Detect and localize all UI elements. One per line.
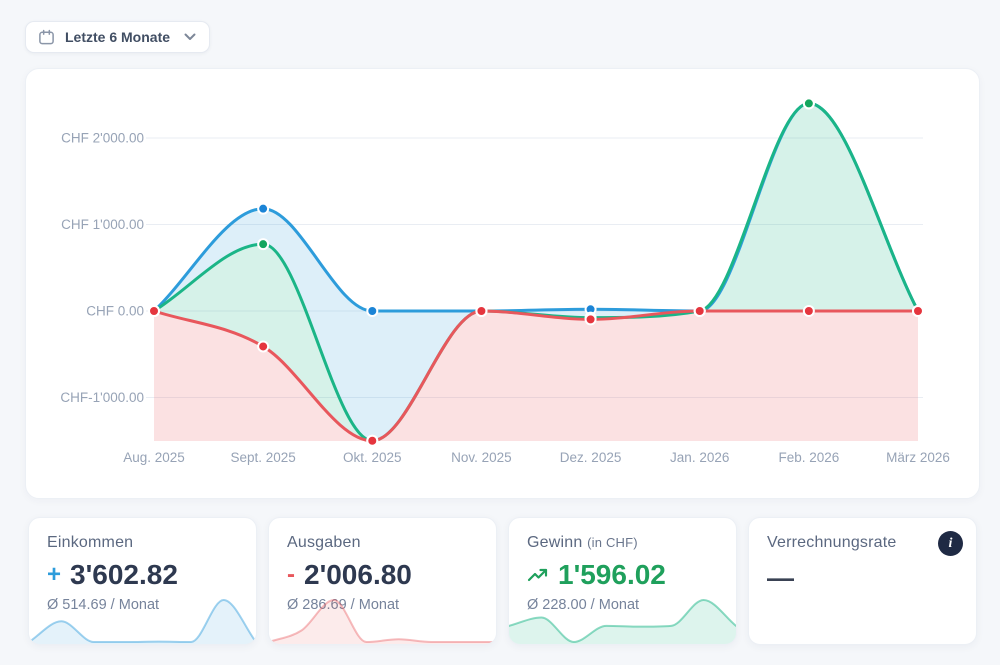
einkommen-sparkline xyxy=(29,598,256,644)
gewinn-point[interactable] xyxy=(802,97,815,110)
card-einkommen-average: Ø 514.69 / Monat xyxy=(47,597,160,613)
y-axis-label: CHF 0.00 xyxy=(86,304,144,319)
card-ausgaben-average: Ø 286.69 / Monat xyxy=(287,597,400,613)
y-axis-label: CHF 1'000.00 xyxy=(61,217,144,232)
verrechnungsrate-empty-value: — xyxy=(767,563,794,593)
card-gewinn-average: Ø 228.00 / Monat xyxy=(527,597,640,613)
ausgaben-point[interactable] xyxy=(912,305,924,317)
gewinn-sparkline xyxy=(509,598,736,644)
x-axis-label: Okt. 2025 xyxy=(343,450,402,465)
card-gewinn-title: Gewinn (in CHF) xyxy=(527,534,718,552)
card-ausgaben-title: Ausgaben xyxy=(287,534,361,551)
ausgaben-point[interactable] xyxy=(802,305,815,317)
card-gewinn-value: 1'596.02 xyxy=(527,561,718,589)
minus-sign: - xyxy=(287,561,295,588)
ausgaben-point[interactable] xyxy=(148,305,160,317)
ausgaben-sparkline xyxy=(269,598,496,644)
card-verrechnungsrate-title: Verrechnungsrate xyxy=(767,534,897,551)
y-axis-label: CHF 2'000.00 xyxy=(61,131,144,146)
date-range-label: Letzte 6 Monate xyxy=(65,29,171,45)
einkommen-point[interactable] xyxy=(257,202,270,215)
x-axis-label: Feb. 2026 xyxy=(778,450,839,465)
chart-panel: CHF 2'000.00 CHF 1'000.00 CHF 0.00 CHF-1'00… xyxy=(25,68,980,499)
card-verrechnungsrate: Verrechnungsrate i — xyxy=(748,517,977,645)
x-axis-label: Jan. 2026 xyxy=(670,450,729,465)
finance-area-chart[interactable]: CHF 2'000.00 CHF 1'000.00 CHF 0.00 CHF-1'00… xyxy=(26,69,979,498)
chevron-down-icon xyxy=(184,33,196,41)
einkommen-point[interactable] xyxy=(366,305,379,317)
x-axis-label: Dez. 2025 xyxy=(560,450,622,465)
gewinn-amount: 1'596.02 xyxy=(558,559,666,590)
card-ausgaben: Ausgaben - 2'006.80 Ø 286.69 / Monat xyxy=(268,517,497,645)
ausgaben-point[interactable] xyxy=(475,305,488,317)
card-gewinn: Gewinn (in CHF) 1'596.02 Ø 228.00 / Mona… xyxy=(508,517,737,645)
card-ausgaben-value: - 2'006.80 xyxy=(287,561,478,589)
calendar-icon xyxy=(38,29,55,46)
ausgaben-point[interactable] xyxy=(693,305,706,317)
info-icon[interactable]: i xyxy=(938,531,963,556)
summary-cards: Einkommen + 3'602.82 Ø 514.69 / Monat Au… xyxy=(28,517,977,645)
einkommen-area xyxy=(154,103,918,441)
ausgaben-point[interactable] xyxy=(366,434,379,447)
gewinn-title-text: Gewinn xyxy=(527,534,583,551)
x-axis-label: Sept. 2025 xyxy=(230,450,295,465)
trending-up-icon xyxy=(527,567,549,583)
card-einkommen-value: + 3'602.82 xyxy=(47,561,238,589)
gewinn-title-suffix: (in CHF) xyxy=(587,535,638,550)
einkommen-amount: 3'602.82 xyxy=(70,559,178,590)
ausgaben-point[interactable] xyxy=(584,313,597,326)
gewinn-point[interactable] xyxy=(257,238,270,251)
ausgaben-area xyxy=(154,311,918,441)
card-einkommen: Einkommen + 3'602.82 Ø 514.69 / Monat xyxy=(28,517,257,645)
plus-sign: + xyxy=(47,561,62,588)
date-range-dropdown[interactable]: Letzte 6 Monate xyxy=(25,21,211,53)
ausgaben-line xyxy=(152,309,920,443)
ausgaben-point[interactable] xyxy=(257,340,270,353)
x-axis-label: Aug. 2025 xyxy=(123,450,185,465)
x-axis-label: März 2026 xyxy=(886,450,950,465)
x-axis-label: Nov. 2025 xyxy=(451,450,512,465)
card-einkommen-title: Einkommen xyxy=(47,534,134,551)
y-axis-label: CHF-1'000.00 xyxy=(60,390,144,405)
ausgaben-amount: 2'006.80 xyxy=(304,559,412,590)
